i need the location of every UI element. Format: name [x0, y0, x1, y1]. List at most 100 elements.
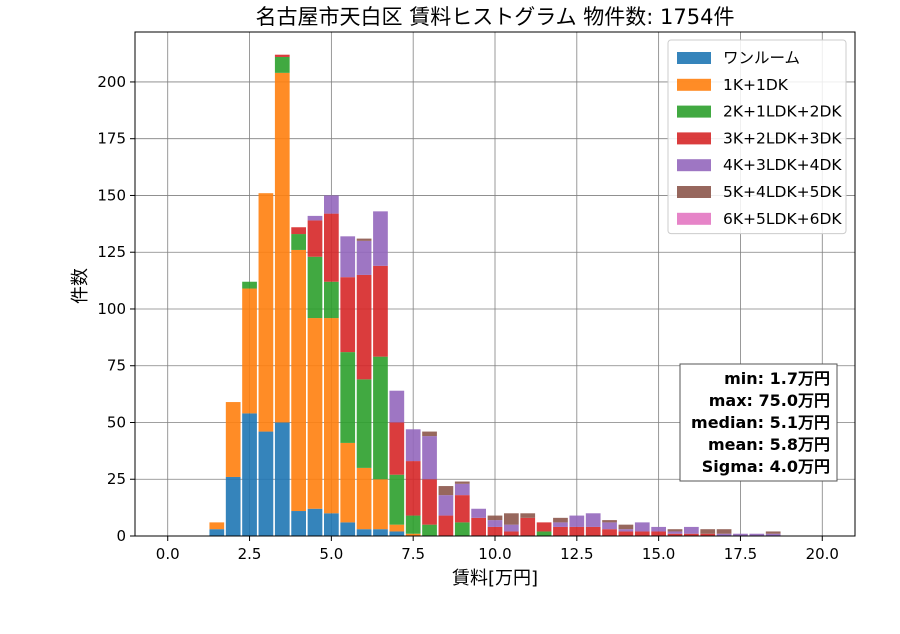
bar-segment [242, 281, 257, 289]
bar-segment [225, 476, 241, 536]
bar-segment [356, 274, 372, 380]
bar-segment [733, 533, 748, 536]
bar-segment [438, 495, 454, 516]
bar-segment [405, 515, 421, 534]
bar-segment [422, 436, 437, 480]
bar-segment [504, 531, 519, 536]
x-tick-label: 12.5 [560, 545, 593, 563]
bars [209, 54, 781, 536]
bar-segment [422, 431, 437, 437]
legend-label: 4K+3LDK+4DK [723, 156, 842, 174]
y-tick-label: 25 [107, 470, 126, 488]
bar-segment [618, 531, 634, 536]
y-axis-label: 件数 [70, 268, 91, 304]
bar-segment [307, 220, 323, 257]
bar-segment [340, 522, 356, 536]
legend-swatch [677, 105, 711, 118]
bar-segment [389, 531, 405, 536]
bar-segment [634, 531, 650, 536]
x-tick-label: 15.0 [642, 545, 675, 563]
bar-segment [324, 513, 339, 536]
bar-segment [209, 529, 225, 536]
bar-segment [307, 508, 323, 536]
bar-segment [569, 515, 585, 527]
legend-label: ワンルーム [723, 49, 800, 67]
chart-title: 名古屋市天白区 賃料ヒストグラム 物件数: 1754件 [256, 5, 735, 29]
bar-segment [307, 215, 323, 221]
bar-segment [225, 402, 241, 477]
bar-segment [307, 256, 323, 319]
bar-segment [454, 495, 470, 523]
stats-box: min: 1.7万円 max: 75.0万円 median: 5.1万円 mean: … [679, 363, 838, 482]
bar-segment [389, 390, 405, 423]
bar-segment [585, 526, 601, 536]
bar-segment [520, 517, 536, 536]
x-tick-label: 20.0 [806, 545, 839, 563]
bar-segment [536, 522, 552, 532]
bar-segment [324, 213, 339, 282]
bar-segment [651, 531, 666, 536]
bar-segment [487, 520, 503, 527]
bar-segment [454, 522, 470, 536]
y-tick-label: 150 [97, 186, 126, 204]
legend-swatch [677, 159, 711, 172]
bar-segment [454, 483, 470, 496]
bar-segment [373, 479, 388, 530]
x-axis-label: 賃料[万円] [452, 568, 538, 589]
bar-segment [487, 526, 503, 536]
bar-segment [618, 529, 634, 532]
bar-segment [405, 429, 421, 462]
bar-segment [667, 529, 683, 532]
legend-swatch [677, 186, 711, 198]
legend-label: 2K+1LDK+2DK [723, 103, 842, 121]
stats-line: median: 5.1万円 [691, 413, 830, 432]
bar-segment [553, 526, 568, 536]
bar-segment [389, 524, 405, 532]
bar-segment [274, 72, 290, 423]
y-tick-label: 75 [107, 357, 126, 375]
bar-segment [504, 524, 519, 532]
bar-segment [700, 529, 716, 534]
bar-segment [602, 529, 617, 536]
bar-segment [602, 522, 617, 530]
x-tick-label: 5.0 [319, 545, 343, 563]
bar-segment [438, 486, 454, 496]
bar-segment [667, 533, 683, 536]
bar-segment [291, 511, 306, 536]
bar-segment [389, 474, 405, 525]
bar-segment [324, 195, 339, 214]
x-tick-label: 10.0 [478, 545, 511, 563]
bar-segment [356, 240, 372, 275]
y-tick-label: 0 [116, 527, 126, 545]
bar-segment [242, 288, 257, 414]
legend-swatch [677, 132, 711, 145]
bar-segment [749, 533, 765, 536]
bar-segment [471, 517, 486, 536]
bar-segment [765, 531, 781, 534]
bar-segment [340, 236, 356, 278]
bar-segment [520, 513, 536, 518]
bar-segment [274, 56, 290, 73]
bar-segment [585, 513, 601, 527]
y-tick-label: 200 [97, 73, 126, 91]
legend-swatch [677, 212, 711, 225]
bar-segment [356, 467, 372, 530]
bar-segment [340, 352, 356, 443]
bar-segment [356, 379, 372, 468]
stats-line: mean: 5.8万円 [708, 435, 830, 454]
bar-segment [324, 281, 339, 319]
bar-segment [373, 529, 388, 536]
bar-segment [242, 413, 257, 536]
stats-line: min: 1.7万円 [724, 369, 830, 388]
x-tick-label: 17.5 [724, 545, 757, 563]
y-tick-label: 50 [107, 413, 126, 431]
bar-segment [536, 531, 552, 536]
bar-segment [209, 522, 225, 530]
bar-segment [291, 227, 306, 235]
bar-segment [340, 277, 356, 353]
bar-segment [700, 533, 716, 536]
bar-segment [405, 533, 421, 536]
bar-segment [274, 422, 290, 536]
